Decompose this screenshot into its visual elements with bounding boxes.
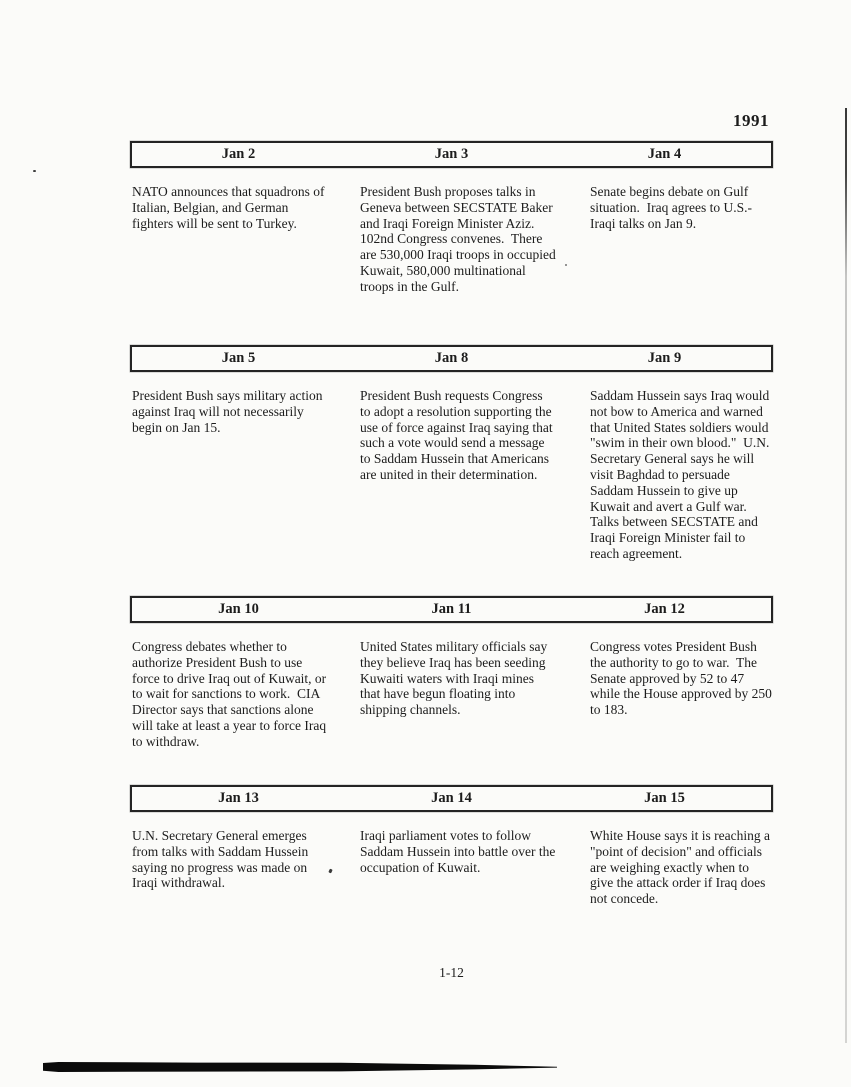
page-year: 1991	[733, 111, 769, 130]
timeline-entry: Congress debates whether to authorize Pr…	[132, 639, 330, 749]
timeline-section-jan2-4: Jan 2 Jan 3 Jan 4 NATO announces that sq…	[130, 141, 773, 295]
timeline-body: President Bush says military action agai…	[130, 388, 773, 562]
date-header: Jan 3	[434, 146, 469, 162]
page-number: 1-12	[439, 965, 464, 980]
timeline-body: U.N. Secretary General emerges from talk…	[130, 828, 773, 907]
timeline-section-jan13-15: Jan 13 Jan 14 Jan 15 U.N. Secretary Gene…	[130, 785, 773, 907]
date-header: Jan 8	[434, 350, 469, 366]
timeline-entry: President Bush says military action agai…	[132, 388, 326, 435]
timeline-entry: United States military officials say the…	[360, 639, 551, 718]
date-header: Jan 14	[431, 790, 472, 806]
timeline-entry: U.N. Secretary General emerges from talk…	[132, 828, 312, 891]
date-header-box: Jan 5 Jan 8 Jan 9	[130, 345, 773, 372]
timeline-entry: Iraqi parliament votes to follow Saddam …	[360, 828, 559, 875]
timeline-body: NATO announces that squadrons of Italian…	[130, 184, 773, 295]
timeline-entry: President Bush proposes talks in Geneva …	[360, 184, 560, 294]
scan-speck	[565, 264, 567, 266]
date-header: Jan 10	[218, 601, 259, 617]
date-header: Jan 11	[431, 601, 472, 617]
date-header: Jan 9	[647, 350, 682, 366]
timeline-entry: NATO announces that squadrons of Italian…	[132, 184, 328, 231]
timeline-body: Congress debates whether to authorize Pr…	[130, 639, 773, 750]
timeline-entry: Saddam Hussein says Iraq would not bow t…	[590, 388, 773, 561]
date-header-box: Jan 10 Jan 11 Jan 12	[130, 596, 773, 623]
timeline-entry: Congress votes President Bush the author…	[590, 639, 776, 718]
scan-artifact-bar	[43, 1062, 557, 1072]
timeline-section-jan5-9: Jan 5 Jan 8 Jan 9 President Bush says mi…	[130, 345, 773, 562]
timeline-entry: Senate begins debate on Gulf situation. …	[590, 184, 752, 231]
date-header: Jan 4	[647, 146, 682, 162]
date-header: Jan 2	[221, 146, 256, 162]
date-header: Jan 12	[644, 601, 685, 617]
timeline-section-jan10-12: Jan 10 Jan 11 Jan 12 Congress debates wh…	[130, 596, 773, 750]
date-header-box: Jan 2 Jan 3 Jan 4	[130, 141, 773, 168]
date-header: Jan 13	[218, 790, 259, 806]
scan-edge-line	[845, 108, 847, 1043]
date-header: Jan 5	[221, 350, 256, 366]
timeline-entry: President Bush requests Congress to adop…	[360, 388, 557, 482]
date-header: Jan 15	[644, 790, 685, 806]
scan-speck	[33, 170, 36, 172]
date-header-box: Jan 13 Jan 14 Jan 15	[130, 785, 773, 812]
timeline-entry: White House says it is reaching a "point…	[590, 828, 774, 907]
